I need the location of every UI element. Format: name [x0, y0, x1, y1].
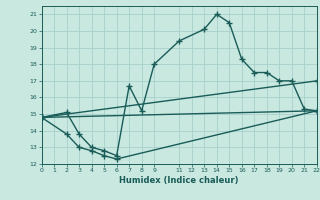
X-axis label: Humidex (Indice chaleur): Humidex (Indice chaleur): [119, 176, 239, 185]
